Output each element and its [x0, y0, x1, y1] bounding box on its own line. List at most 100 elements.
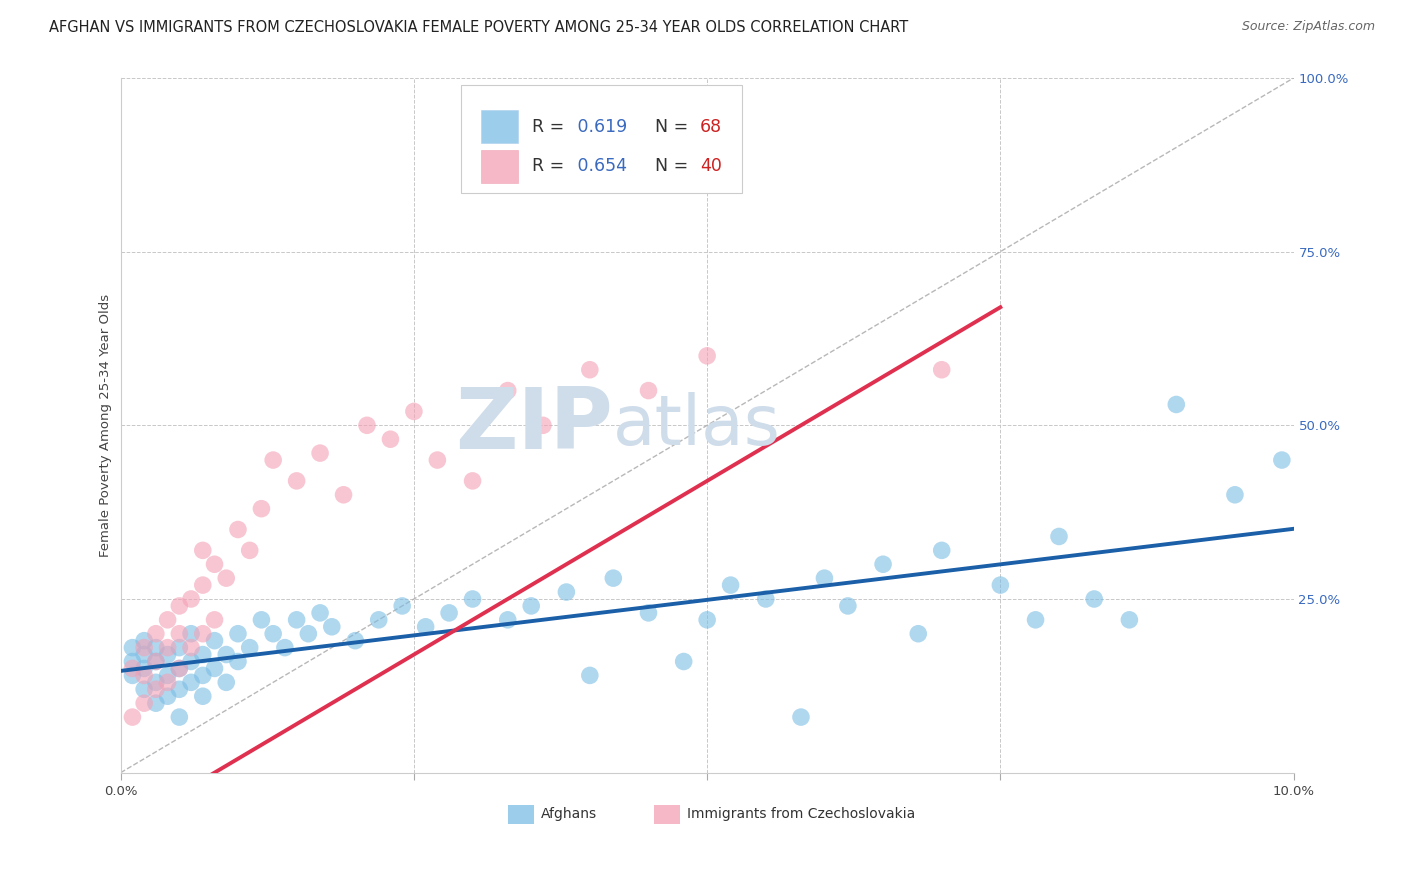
Point [837, 599, 859, 613]
Point [790, 710, 813, 724]
Point [204, 613, 226, 627]
Point [134, 682, 156, 697]
Point [134, 640, 156, 655]
Point [215, 675, 238, 690]
Point [156, 668, 179, 682]
Point [226, 626, 249, 640]
Point [402, 404, 425, 418]
Point [215, 648, 238, 662]
Point [461, 474, 484, 488]
Point [121, 661, 143, 675]
Point [1083, 592, 1105, 607]
Point [145, 626, 167, 640]
Point [1025, 613, 1047, 627]
Point [239, 543, 262, 558]
Point [250, 613, 273, 627]
Point [121, 668, 143, 682]
Point [145, 640, 167, 655]
Point [121, 655, 143, 669]
Point [156, 648, 179, 662]
Y-axis label: Female Poverty Among 25-34 Year Olds: Female Poverty Among 25-34 Year Olds [100, 293, 112, 557]
Point [872, 558, 894, 572]
Point [321, 620, 343, 634]
Text: ZIP: ZIP [456, 384, 613, 467]
Point [262, 626, 284, 640]
Point [169, 661, 191, 675]
Point [602, 571, 624, 585]
Point [204, 661, 226, 675]
Text: atlas: atlas [613, 392, 782, 458]
Point [367, 613, 389, 627]
Point [496, 384, 519, 398]
Point [169, 626, 191, 640]
Text: 0.654: 0.654 [572, 157, 627, 175]
Point [180, 655, 202, 669]
Text: R =: R = [533, 118, 569, 136]
Point [134, 648, 156, 662]
Point [134, 668, 156, 682]
Point [531, 418, 554, 433]
Point [250, 501, 273, 516]
Point [145, 682, 167, 697]
Bar [654, 805, 681, 824]
Point [555, 585, 578, 599]
Point [931, 543, 953, 558]
Point [191, 626, 214, 640]
Point [156, 690, 179, 704]
Point [437, 606, 460, 620]
Point [262, 453, 284, 467]
Point [356, 418, 378, 433]
Point [285, 613, 308, 627]
Point [191, 543, 214, 558]
Point [672, 655, 695, 669]
Point [907, 626, 929, 640]
Point [204, 633, 226, 648]
Point [180, 626, 202, 640]
Point [988, 578, 1011, 592]
Point [134, 696, 156, 710]
Point [755, 592, 778, 607]
Point [156, 640, 179, 655]
Point [496, 613, 519, 627]
Text: Afghans: Afghans [540, 807, 596, 822]
Point [169, 640, 191, 655]
Point [145, 675, 167, 690]
Point [191, 690, 214, 704]
Point [180, 592, 202, 607]
Point [156, 675, 179, 690]
Point [426, 453, 449, 467]
Point [180, 675, 202, 690]
Text: Immigrants from Czechoslovakia: Immigrants from Czechoslovakia [688, 807, 915, 822]
Text: 40: 40 [700, 157, 721, 175]
Text: 68: 68 [700, 118, 723, 136]
Bar [508, 805, 533, 824]
Point [134, 661, 156, 675]
Point [332, 488, 354, 502]
Point [156, 613, 179, 627]
FancyBboxPatch shape [461, 85, 742, 193]
Point [169, 661, 191, 675]
Point [215, 571, 238, 585]
Point [191, 648, 214, 662]
Point [1118, 613, 1140, 627]
Point [309, 446, 332, 460]
Point [637, 384, 659, 398]
Point [1047, 529, 1070, 543]
Point [121, 640, 143, 655]
Bar [481, 110, 519, 144]
Point [461, 592, 484, 607]
Point [145, 696, 167, 710]
Point [226, 655, 249, 669]
Point [169, 710, 191, 724]
Point [637, 606, 659, 620]
Point [415, 620, 437, 634]
Point [191, 668, 214, 682]
Point [274, 640, 297, 655]
Point [344, 633, 367, 648]
Point [391, 599, 413, 613]
Point [145, 655, 167, 669]
Text: Source: ZipAtlas.com: Source: ZipAtlas.com [1241, 20, 1375, 33]
Point [579, 363, 602, 377]
Text: 0.619: 0.619 [572, 118, 627, 136]
Point [931, 363, 953, 377]
